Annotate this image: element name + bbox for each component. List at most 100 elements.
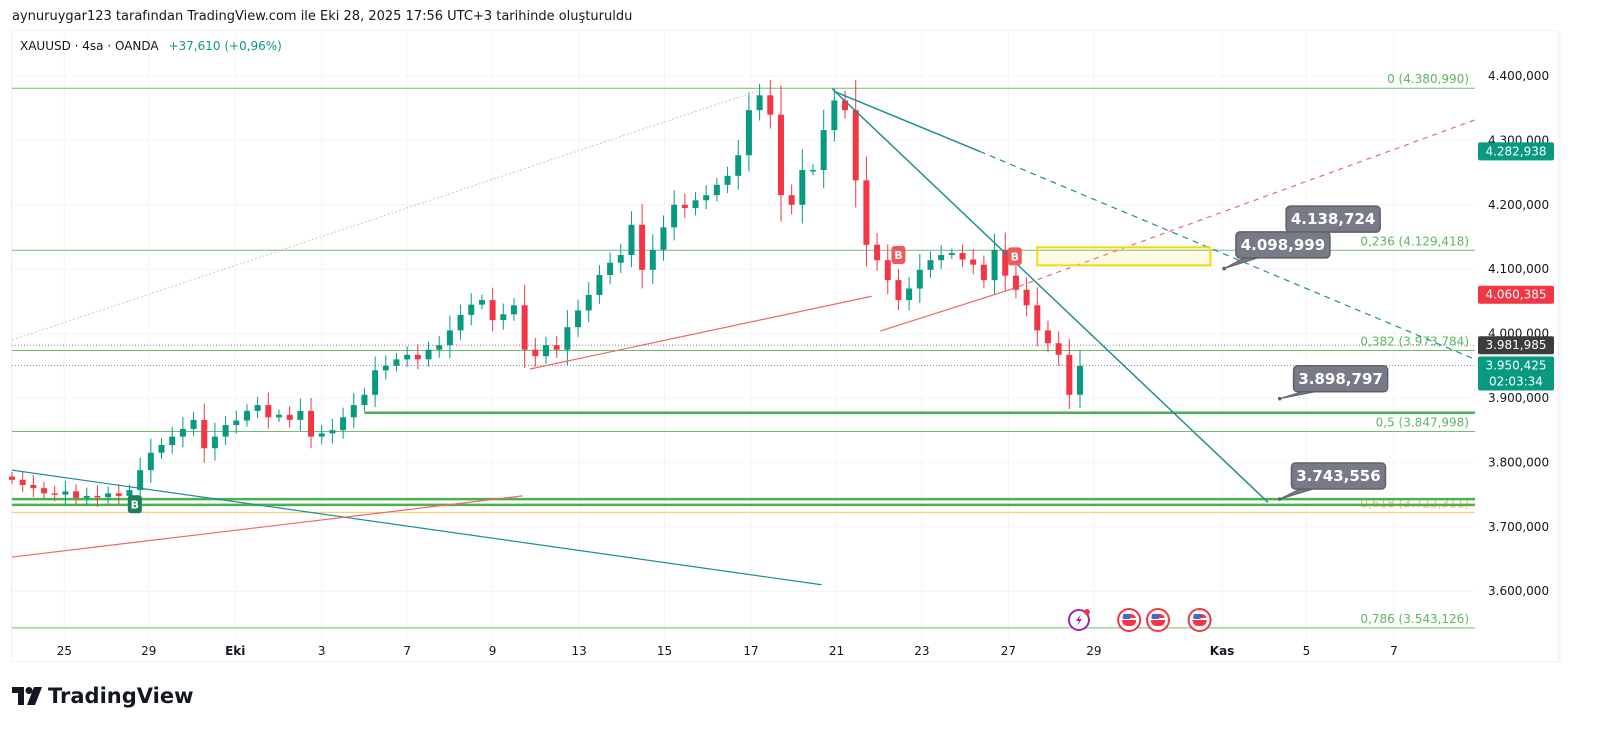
tradingview-logo[interactable]: TradingView	[12, 684, 193, 708]
candle	[478, 294, 485, 310]
trendline[interactable]	[11, 89, 760, 341]
candle	[564, 310, 571, 366]
x-tick-label: 25	[57, 644, 72, 658]
callout-box[interactable]	[1292, 365, 1389, 393]
candle-body	[970, 259, 977, 265]
chart-caption: aynuruygar123 tarafından TradingView.com…	[12, 9, 633, 24]
x-tick-label: 5	[1303, 644, 1311, 658]
candle-body	[820, 130, 827, 171]
candle-body	[991, 249, 998, 281]
candle	[510, 298, 517, 321]
candle	[425, 341, 432, 367]
x-tick-label: 21	[829, 644, 844, 658]
signal-marker: B	[1007, 247, 1022, 266]
trendline[interactable]	[1009, 119, 1476, 291]
candle	[329, 418, 336, 444]
candle-body	[906, 288, 913, 301]
candle	[179, 416, 186, 448]
candle	[532, 338, 539, 367]
candle	[372, 356, 379, 408]
candle	[681, 193, 688, 219]
callout-box[interactable]	[1285, 205, 1381, 233]
candle	[19, 471, 26, 493]
candle	[553, 336, 560, 358]
trendline[interactable]	[11, 495, 523, 558]
candle-body	[211, 436, 218, 449]
candle	[852, 80, 859, 208]
candle	[286, 406, 293, 428]
callout-box[interactable]	[1235, 231, 1331, 259]
candle	[639, 204, 646, 289]
y-tick-label: 4.400,000	[1488, 69, 1549, 83]
trendline[interactable]	[11, 469, 822, 586]
candle-body	[543, 345, 549, 357]
y-tick-label: 4.100,000	[1488, 262, 1549, 276]
callout-label: 4.098,999	[1241, 236, 1325, 254]
trendline[interactable]	[880, 289, 1010, 332]
candle	[1077, 350, 1083, 409]
candle	[660, 215, 667, 261]
trendline[interactable]	[979, 150, 1476, 360]
candle-body	[585, 294, 592, 311]
candle	[1002, 232, 1009, 292]
candle-body	[831, 100, 838, 131]
candle-body	[276, 414, 282, 418]
candle	[276, 409, 282, 423]
candle-body	[703, 195, 710, 201]
candle	[1023, 277, 1030, 317]
trendline[interactable]	[529, 295, 872, 370]
candle	[596, 265, 603, 304]
candle	[115, 484, 122, 505]
candle-body	[478, 300, 485, 305]
fib-level-label: 0,786 (3.543,126)	[1360, 612, 1469, 626]
us-flag-event-icon[interactable]	[1145, 608, 1170, 632]
candle-body	[318, 433, 325, 437]
us-flag-event-icon[interactable]	[1117, 608, 1142, 632]
candle-body	[553, 345, 560, 350]
candle-body	[468, 304, 475, 315]
flag-canton	[1151, 614, 1159, 619]
candle-body	[51, 493, 58, 495]
candle-body	[596, 274, 603, 295]
y-tick-label: 3.700,000	[1488, 520, 1549, 534]
candle	[671, 190, 678, 241]
candle-body	[340, 417, 347, 431]
x-tick-label: 7	[403, 644, 411, 658]
candle-body	[308, 410, 315, 437]
price-callout: 3.743,556	[1277, 462, 1387, 501]
candle-body	[158, 445, 165, 453]
candle	[1044, 320, 1051, 352]
lightning-event-icon[interactable]	[1067, 609, 1090, 631]
y-tick-label: 3.900,000	[1488, 391, 1549, 405]
axis-price-label	[1478, 142, 1554, 161]
signal-marker: B	[891, 246, 906, 265]
candle	[30, 474, 37, 498]
candle-body	[297, 410, 304, 420]
candle	[980, 255, 987, 289]
candle-body	[756, 95, 763, 111]
callout-box[interactable]	[1290, 462, 1387, 490]
signal-marker-letter: B	[131, 498, 139, 511]
candle	[906, 277, 913, 311]
candle-body	[639, 224, 646, 270]
candle	[211, 422, 218, 461]
callout-pointer	[1279, 488, 1314, 500]
candle	[713, 177, 720, 202]
trendline[interactable]	[831, 88, 1269, 503]
us-flag-event-icon[interactable]	[1187, 608, 1212, 632]
symbol-legend[interactable]: XAUUSD · 4sa · OANDA +37,610 (+0,96%)	[20, 39, 282, 53]
trendline[interactable]	[834, 90, 980, 153]
candle	[916, 253, 923, 303]
candle	[628, 211, 635, 268]
candle-body	[201, 419, 208, 449]
axis-price-value: 3.950,425	[1485, 359, 1546, 373]
candle	[233, 410, 240, 434]
signal-marker-badge	[127, 495, 142, 514]
candle-body	[329, 430, 336, 434]
candle-body	[649, 249, 656, 270]
highlight-rectangle[interactable]	[1036, 246, 1212, 267]
candle-body	[1002, 249, 1009, 276]
x-tick-label: 17	[743, 644, 758, 658]
axis-price-value: 4.282,938	[1485, 144, 1546, 158]
